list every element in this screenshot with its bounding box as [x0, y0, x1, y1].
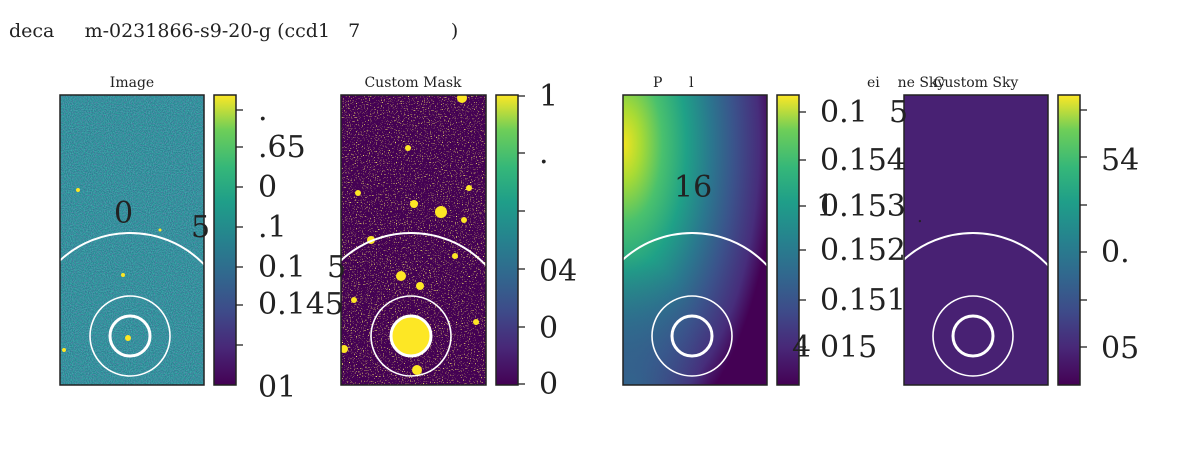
sky-cb-tick-label: 0.1: [820, 95, 868, 130]
sky-cb-tick-label: 0.154: [820, 143, 906, 178]
image-cb-tick-label: .: [258, 93, 268, 128]
panel-image: Image . .65 0 .1 0.1: [59, 75, 344, 405]
panel-image-frame: [59, 94, 205, 386]
image-overlay-label: 0: [114, 196, 133, 231]
custom-sky-cb-tick-label: 54: [1101, 143, 1139, 178]
panel-sky-model: P l 0.1 0.154 0.153 0.152 0.151 015 16 1…: [622, 75, 906, 386]
mask-cb-tick-label: 1: [539, 79, 558, 114]
custom-sky-cb-tick-label: 0.: [1101, 235, 1130, 270]
image-cb-tick-label: .1: [258, 210, 287, 245]
image-source-star: [158, 228, 162, 232]
custom-sky-heatmap: [904, 95, 1048, 385]
sky-colorbar-ticks: [799, 111, 806, 348]
custom-sky-overlay-label: 5: [889, 95, 908, 130]
mask-overlay-label: 5: [327, 250, 346, 285]
panel-custom-sky-title-overlap: ei ne Sky: [867, 75, 945, 91]
panel-mask-frame: [340, 94, 487, 386]
image-cb-tick-label: 0.145: [258, 287, 344, 322]
panel-sky-frame: [622, 94, 768, 386]
aperture-ring: [108, 314, 152, 358]
sky-model-lower-shade: [623, 95, 767, 385]
custom-sky-cb-tick-label: 05: [1101, 331, 1139, 366]
image-overlay-label: 5: [191, 210, 210, 245]
custom-sky-colorbar-ticks: [1080, 109, 1087, 348]
image-colorbar-ticks: [236, 109, 243, 346]
outer-aperture-ring: [623, 232, 767, 267]
figure-title: deca m-0231866-s9-20-g (ccd1 7 ): [9, 20, 459, 42]
sky-overlay-label: 1: [816, 189, 835, 224]
panel-custom-sky: ei ne Sky Custom Sky 54 0. 05 5 .: [867, 75, 1139, 386]
aperture-ring: [389, 314, 433, 358]
annulus-outer-ring: [89, 295, 171, 377]
annulus-outer-ring: [370, 295, 452, 377]
image-cb-tick-label: 0: [258, 170, 277, 205]
panel-custom-sky-title: Custom Sky: [934, 75, 1019, 91]
sky-overlay-label: 16: [674, 170, 712, 205]
mask-cb-tick-label: .: [539, 136, 549, 171]
sky-cb-tick-label: 0.152: [820, 233, 906, 268]
outer-aperture-ring: [341, 232, 486, 267]
panel-image-title: Image: [110, 75, 154, 91]
mask-cb-tick-label: 04: [539, 254, 577, 289]
panel-mask-title: Custom Mask: [364, 75, 462, 91]
annulus-outer-ring: [651, 295, 733, 377]
image-cb-tick-label: .65: [258, 130, 306, 165]
sky-cb-tick-label: 0.153: [820, 189, 906, 224]
sky-colorbar: [776, 94, 800, 386]
image-source-star: [121, 273, 125, 277]
mask-colorbar-ticks: [518, 95, 525, 385]
aperture-ring: [670, 314, 714, 358]
custom-sky-overlay-label: .: [917, 206, 923, 227]
image-noise-layer-dark: [60, 95, 204, 385]
image-cb-tick-label: 0.1: [258, 250, 306, 285]
custom-sky-colorbar: [1057, 94, 1081, 386]
outer-aperture-ring: [904, 232, 1048, 267]
sky-cb-tick-label: 0.151: [820, 283, 906, 318]
mask-colorbar: [495, 94, 519, 386]
image-source-star: [125, 335, 131, 341]
image-cb-tick-label: 01: [258, 370, 296, 405]
aperture-ring: [951, 314, 995, 358]
panel-custom-sky-frame: [903, 94, 1049, 386]
mask-cb-tick-label: 0: [539, 311, 558, 346]
sky-cb-tick-label: 015: [820, 330, 877, 365]
annulus-outer-ring: [932, 295, 1014, 377]
panel-custom-mask: Custom Mask: [327, 75, 577, 402]
image-source-star: [76, 188, 80, 192]
panel-sky-title: P l: [653, 75, 694, 91]
outer-aperture-ring: [60, 232, 204, 266]
image-source-star: [62, 348, 66, 352]
sky-overlay-label: 4: [792, 330, 811, 365]
mask-cb-tick-label: 0: [539, 367, 558, 402]
image-colorbar: [213, 94, 237, 386]
